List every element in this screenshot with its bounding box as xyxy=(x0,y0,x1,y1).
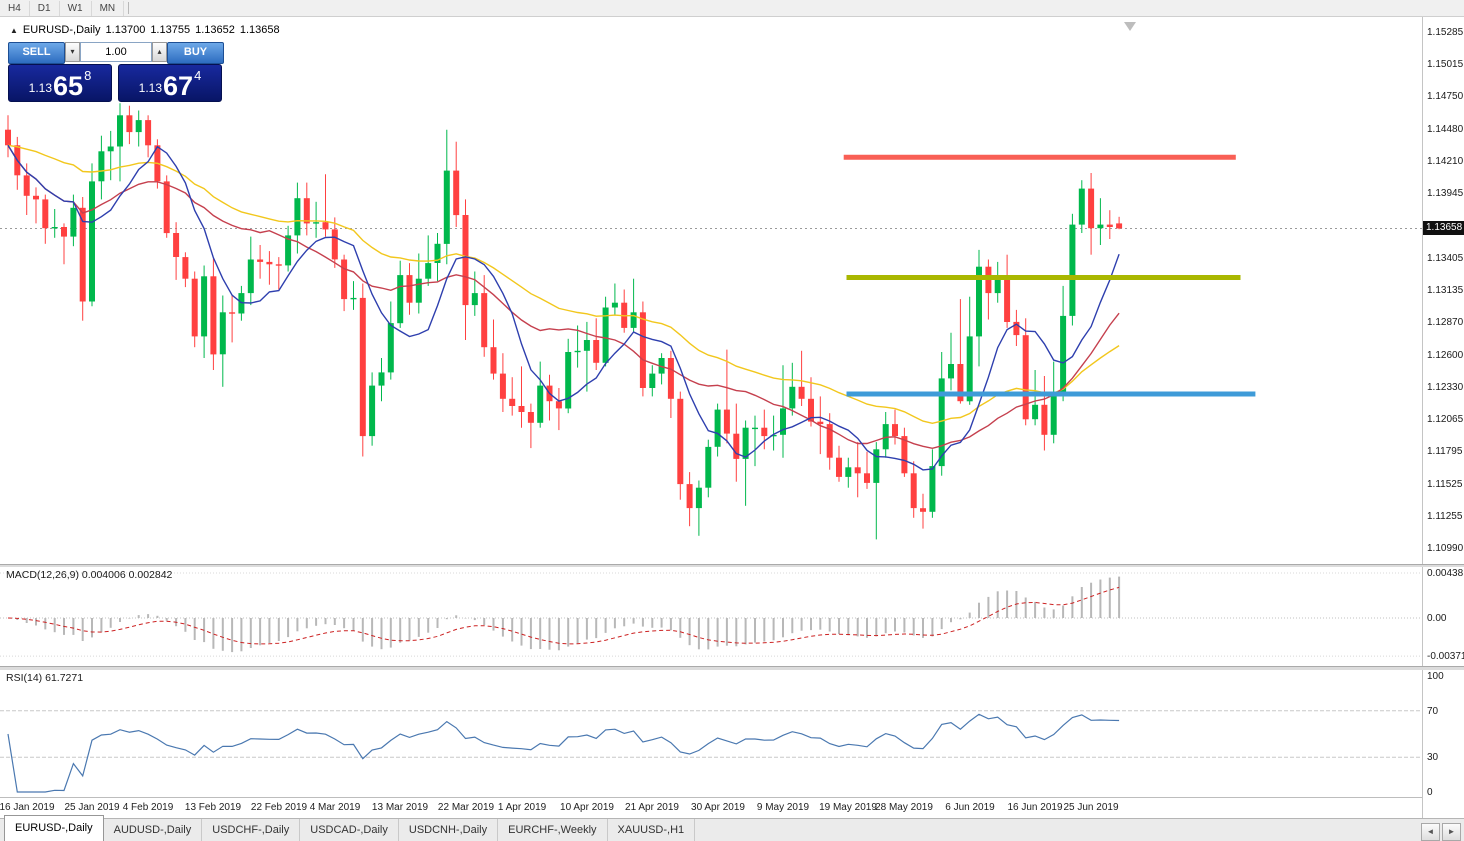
timeframe-button-mn[interactable]: MN xyxy=(92,0,125,16)
ohlc-high: 1.13755 xyxy=(150,24,191,36)
date-label: 19 May 2019 xyxy=(819,802,877,813)
main-chart-canvas[interactable] xyxy=(0,17,1422,564)
price-axis-label: 1.12330 xyxy=(1427,382,1464,393)
date-label: 9 May 2019 xyxy=(756,802,810,813)
price-axis-label: 1.11795 xyxy=(1427,446,1463,457)
moving-average-40 xyxy=(7,144,1120,425)
panel-splitter[interactable] xyxy=(0,666,1464,670)
price-axis-label: 1.12600 xyxy=(1427,350,1464,361)
volume-decrease-button[interactable]: ▾ xyxy=(65,42,80,62)
symbol-tab-eurusd-[interactable]: EURUSD-,Daily xyxy=(4,815,104,841)
timeframe-buttons: H4 D1 W1 MN xyxy=(0,0,125,16)
rsi-axis-label: 0 xyxy=(1427,787,1433,798)
volume-input[interactable] xyxy=(80,42,152,62)
timeframe-button-d1[interactable]: D1 xyxy=(30,0,60,16)
timeframe-button-w1[interactable]: W1 xyxy=(60,0,92,16)
chart-header: ▲ EURUSD-,Daily 1.13700 1.13755 1.13652 1.136… xyxy=(10,24,285,36)
tab-scroll-right-button[interactable]: ► xyxy=(1442,823,1461,841)
date-label: 16 Jan 2019 xyxy=(0,802,55,813)
rsi-indicator-label: RSI(14) 61.7271 xyxy=(6,672,84,684)
price-axis-label: 1.14210 xyxy=(1427,156,1464,167)
price-axis-label: 1.12065 xyxy=(1427,414,1464,425)
rsi-panel-canvas[interactable] xyxy=(0,669,1422,797)
tab-scroll-left-button[interactable]: ◄ xyxy=(1421,823,1440,841)
panel-splitter[interactable] xyxy=(0,564,1464,567)
price-axis-label: 1.11255 xyxy=(1427,511,1463,522)
buy-button[interactable]: BUY xyxy=(167,42,224,64)
date-label: 10 Apr 2019 xyxy=(560,802,614,813)
price-axis-label: 1.15285 xyxy=(1427,27,1464,38)
date-label: 6 Jun 2019 xyxy=(945,802,995,813)
symbol-tabs-bar: EURUSD-,Daily AUDUSD-,Daily USDCHF-,Daily U… xyxy=(0,815,1464,841)
symbol-tab-audusd-[interactable]: AUDUSD-,Daily xyxy=(104,819,203,841)
macd-axis-label: 0.00438 xyxy=(1427,568,1464,579)
price-axis-label: 1.13135 xyxy=(1427,285,1464,296)
buy-price-prefix: 1.13 xyxy=(138,81,163,95)
price-axis-label: 1.13405 xyxy=(1427,253,1464,264)
buy-price-sup: 4 xyxy=(194,68,202,83)
date-label: 30 Apr 2019 xyxy=(691,802,745,813)
one-click-trading-panel: SELL ▾ ▴ BUY 1.13 65 8 1.13 67 4 xyxy=(8,42,224,102)
sell-button[interactable]: SELL xyxy=(8,42,65,64)
macd-indicator-label: MACD(12,26,9) 0.004006 0.002842 xyxy=(6,569,173,581)
price-axis-label: 1.14480 xyxy=(1427,124,1464,135)
one-click-toggle-icon[interactable]: ▲ xyxy=(10,26,18,35)
current-price-badge: 1.13658 xyxy=(1423,221,1464,235)
volume-increase-button[interactable]: ▴ xyxy=(152,42,167,62)
date-label: 1 Apr 2019 xyxy=(497,802,547,813)
sell-price-prefix: 1.13 xyxy=(28,81,53,95)
macd-axis-label: 0.00 xyxy=(1427,613,1447,624)
macd-signal-line xyxy=(7,586,1120,645)
price-axis-label: 1.15015 xyxy=(1427,59,1464,70)
symbol-tab-usdcad-[interactable]: USDCAD-,Daily xyxy=(300,819,399,841)
symbol-tab-usdcnh-[interactable]: USDCNH-,Daily xyxy=(399,819,499,841)
rsi-line xyxy=(7,713,1120,793)
ohlc-open: 1.13700 xyxy=(105,24,146,36)
rsi-axis-label: 30 xyxy=(1427,752,1439,763)
toolbar-separator xyxy=(128,2,130,14)
price-axis-label: 1.12870 xyxy=(1427,317,1464,328)
sell-price-big: 65 xyxy=(53,71,84,102)
date-label: 22 Feb 2019 xyxy=(250,802,308,813)
moving-average-8 xyxy=(7,144,1120,471)
date-label: 21 Apr 2019 xyxy=(625,802,679,813)
date-axis[interactable]: 16 Jan 2019 25 Jan 2019 4 Feb 2019 13 Feb 2… xyxy=(0,797,1464,818)
date-label: 22 Mar 2019 xyxy=(437,802,495,813)
sell-price-sup: 8 xyxy=(84,68,92,83)
moving-average-20 xyxy=(7,144,1120,450)
macd-panel-canvas[interactable] xyxy=(0,566,1422,666)
chart-shift-marker-icon xyxy=(1124,22,1136,31)
date-label: 4 Mar 2019 xyxy=(309,802,361,813)
chart-symbol-label: EURUSD-,Daily xyxy=(22,24,101,36)
date-label: 13 Mar 2019 xyxy=(371,802,429,813)
sell-price-display[interactable]: 1.13 65 8 xyxy=(8,64,112,102)
date-label: 4 Feb 2019 xyxy=(122,802,174,813)
date-label: 25 Jan 2019 xyxy=(64,802,120,813)
symbol-tabs: EURUSD-,Daily AUDUSD-,Daily USDCHF-,Daily U… xyxy=(0,815,696,841)
ohlc-low: 1.13652 xyxy=(195,24,235,36)
rsi-axis-label: 70 xyxy=(1427,706,1439,717)
ohlc-close: 1.13658 xyxy=(239,24,280,36)
price-axis-label: 1.10990 xyxy=(1427,543,1464,554)
date-label: 25 Jun 2019 xyxy=(1063,802,1119,813)
date-label: 28 May 2019 xyxy=(875,802,933,813)
buy-price-display[interactable]: 1.13 67 4 xyxy=(118,64,222,102)
buy-price-big: 67 xyxy=(163,71,194,102)
price-axis-label: 1.13945 xyxy=(1427,188,1464,199)
symbol-tab-eurchf-[interactable]: EURCHF-,Weekly xyxy=(498,819,608,841)
rsi-axis-label: 100 xyxy=(1427,671,1444,682)
timeframe-toolbar: H4 D1 W1 MN xyxy=(0,0,1464,17)
price-axis-label: 1.11525 xyxy=(1427,479,1463,490)
symbol-tab-xauusd-[interactable]: XAUUSD-,H1 xyxy=(608,819,696,841)
price-axis[interactable]: 1.13658 1.15285 1.15015 1.14750 1.14480 1.14… xyxy=(1422,17,1464,818)
date-label: 16 Jun 2019 xyxy=(1007,802,1063,813)
timeframe-button-h4[interactable]: H4 xyxy=(0,0,30,16)
date-label: 13 Feb 2019 xyxy=(184,802,242,813)
symbol-tab-usdchf-[interactable]: USDCHF-,Daily xyxy=(202,819,301,841)
price-axis-label: 1.14750 xyxy=(1427,91,1464,102)
